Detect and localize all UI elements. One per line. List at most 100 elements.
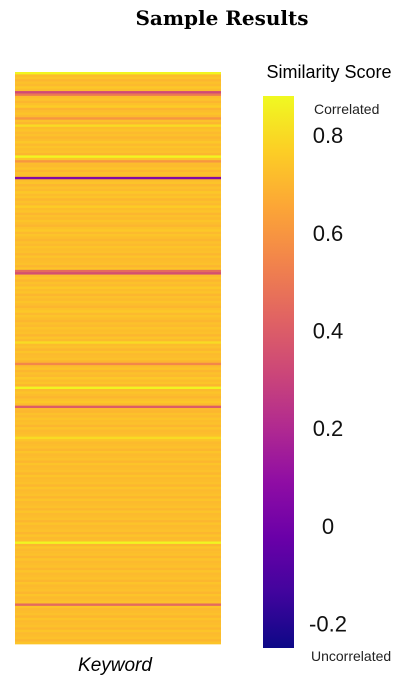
- heatmap-cell: [15, 555, 221, 559]
- heatmap-cell: [15, 379, 221, 383]
- heatmap-cell: [15, 362, 221, 366]
- heatmap-cell: [15, 427, 221, 430]
- heatmap-cell: [15, 238, 221, 242]
- colorbar-tick-label: 0.6: [313, 221, 344, 246]
- heatmap-cell: [15, 372, 221, 376]
- heatmap-cell: [15, 100, 221, 104]
- heatmap-cell: [15, 632, 221, 635]
- heatmap-cell: [15, 217, 221, 221]
- heatmap-cell: [15, 162, 221, 166]
- heatmap-cell: [15, 388, 221, 392]
- heatmap-cell: [15, 102, 221, 106]
- heatmap-cell: [15, 188, 221, 192]
- heatmap-cell: [15, 336, 221, 340]
- heatmap-cell: [15, 176, 221, 180]
- heatmap-cell: [15, 207, 221, 211]
- heatmap-cell: [15, 481, 221, 485]
- heatmap-cell: [15, 486, 221, 490]
- heatmap-cell: [15, 76, 221, 80]
- heatmap-cell: [15, 455, 221, 459]
- heatmap-cell: [15, 505, 221, 509]
- heatmap-cell: [15, 441, 221, 445]
- heatmap-cell: [15, 489, 221, 492]
- heatmap-cell: [15, 386, 221, 390]
- heatmap-cell: [15, 83, 221, 87]
- heatmap-cell: [15, 610, 221, 614]
- heatmap-cell: [15, 136, 221, 140]
- heatmap-cell: [15, 243, 221, 247]
- heatmap-cell: [15, 86, 221, 90]
- heatmap-cell: [15, 543, 221, 547]
- heatmap-cell: [15, 419, 221, 423]
- heatmap-cell: [15, 577, 221, 580]
- heatmap-cell: [15, 503, 221, 507]
- heatmap-cell: [15, 98, 221, 101]
- heatmap-cell: [15, 155, 221, 159]
- heatmap-cell: [15, 260, 221, 264]
- heatmap-cell: [15, 276, 221, 280]
- colorbar-tick-label: 0: [322, 514, 334, 539]
- heatmap-cell: [15, 212, 221, 216]
- heatmap-cell: [15, 405, 221, 409]
- heatmap-cell: [15, 179, 221, 182]
- heatmap-cell: [15, 122, 221, 125]
- heatmap-cell: [15, 193, 221, 197]
- heatmap-cell: [15, 493, 221, 497]
- heatmap-cell: [15, 200, 221, 204]
- heatmap-cell: [15, 470, 221, 473]
- heatmap-cell: [15, 341, 221, 345]
- heatmap-cell: [15, 219, 221, 223]
- heatmap-cell: [15, 617, 221, 621]
- heatmap-cell: [15, 498, 221, 502]
- heatmap-cell: [15, 164, 221, 168]
- heatmap-cell: [15, 255, 221, 259]
- heatmap-cell: [15, 331, 221, 335]
- heatmap-cell: [15, 415, 221, 418]
- heatmap-cell: [15, 141, 221, 144]
- heatmap-cell: [15, 439, 221, 442]
- heatmap-cell: [15, 298, 221, 302]
- heatmap-cell: [15, 88, 221, 92]
- heatmap-cell: [15, 429, 221, 433]
- colorbar-tick-label: -0.2: [309, 612, 347, 637]
- heatmap-cell: [15, 131, 221, 135]
- heatmap-cell: [15, 236, 221, 240]
- heatmap-cell: [15, 148, 221, 151]
- heatmap-cell: [15, 558, 221, 561]
- heatmap-cell: [15, 567, 221, 571]
- heatmap-cell: [15, 393, 221, 397]
- heatmap-cell: [15, 91, 221, 94]
- heatmap-cell: [15, 467, 221, 471]
- heatmap-cell: [15, 579, 221, 583]
- x-axis-label: Keyword: [78, 655, 153, 676]
- heatmap-cell: [15, 191, 221, 194]
- heatmap-cell: [15, 119, 221, 123]
- heatmap-cell: [15, 234, 221, 237]
- heatmap-cell: [15, 126, 221, 130]
- heatmap-cell: [15, 491, 221, 495]
- heatmap-cell: [15, 591, 221, 595]
- heatmap-cell: [15, 157, 221, 161]
- heatmap-cell: [15, 515, 221, 519]
- heatmap-cell: [15, 279, 221, 283]
- heatmap-cell: [15, 353, 221, 356]
- heatmap-cell: [15, 603, 221, 607]
- heatmap-cell: [15, 484, 221, 488]
- heatmap-cell: [15, 517, 221, 521]
- heatmap-cell: [15, 114, 221, 118]
- heatmap-cell: [15, 622, 221, 626]
- heatmap-cell: [15, 496, 221, 499]
- heatmap-cell: [15, 312, 221, 316]
- heatmap-cell: [15, 112, 221, 116]
- heatmap-cell: [15, 596, 221, 600]
- heatmap-cell: [15, 284, 221, 287]
- heatmap-cell: [15, 396, 221, 399]
- heatmap-cell: [15, 524, 221, 528]
- heatmap-cell: [15, 117, 221, 121]
- chart-title: Sample Results: [135, 6, 308, 30]
- heatmap-cell: [15, 417, 221, 421]
- heatmap-cell: [15, 346, 221, 349]
- heatmap-cell: [15, 627, 221, 631]
- heatmap-cell: [15, 107, 221, 111]
- heatmap-cell: [15, 269, 221, 273]
